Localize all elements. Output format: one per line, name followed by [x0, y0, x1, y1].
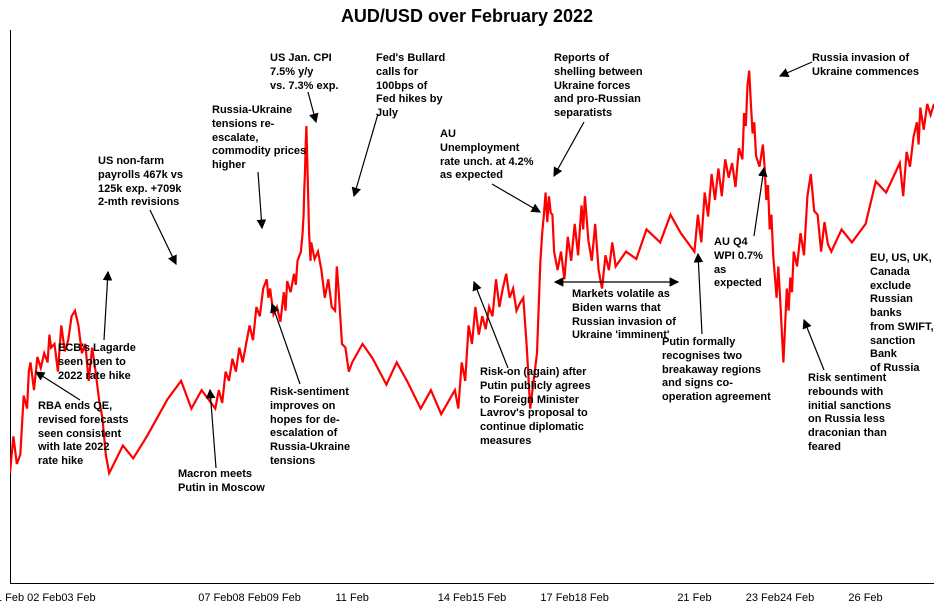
annotation-a6: Risk-sentiment improves on hopes for de-… — [270, 386, 350, 469]
annotation-a15: Russia invasion of Ukraine commences — [812, 52, 919, 80]
price-line-svg — [10, 30, 934, 584]
annotation-a13: Putin formally recognises two breakaway … — [662, 336, 771, 405]
annotation-a4: Macron meets Putin in Moscow — [178, 468, 265, 496]
x-tick: 15 Feb — [472, 592, 506, 604]
annotation-a14: AU Q4 WPI 0.7% as expected — [714, 236, 763, 291]
x-tick: 24 Feb — [780, 592, 814, 604]
x-tick: 07 Feb — [198, 592, 232, 604]
annotation-a5: Russia-Ukraine tensions re- escalate, co… — [212, 104, 306, 173]
annotation-a8: Fed's Bullard calls for 100bps of Fed hi… — [376, 52, 445, 121]
plot-area — [10, 30, 934, 584]
x-tick: 11 Feb — [336, 592, 369, 604]
x-tick: 14 Feb — [438, 592, 472, 604]
x-tick: 03 Feb — [61, 592, 95, 604]
annotation-a16: EU, US, UK, Canada exclude Russian banks… — [870, 252, 934, 376]
x-tick: 23 Feb — [746, 592, 780, 604]
x-tick: 02 Feb — [27, 592, 61, 604]
x-tick: 08 Feb — [232, 592, 266, 604]
chart-title: AUD/USD over February 2022 — [0, 6, 934, 27]
annotation-a2: ECB's Lagarde seen open to 2022 rate hik… — [58, 342, 136, 383]
annotation-a7: US Jan. CPI 7.5% y/y vs. 7.3% exp. — [270, 52, 339, 93]
annotation-a10: Risk-on (again) after Putin publicly agr… — [480, 366, 591, 449]
x-tick: 09 Feb — [267, 592, 301, 604]
annotation-a12: Markets volatile as Biden warns that Rus… — [572, 288, 676, 343]
annotation-a11: Reports of shelling between Ukraine forc… — [554, 52, 643, 121]
annotation-a1: RBA ends QE, revised forecasts seen cons… — [38, 400, 129, 469]
annotation-a3: US non-farm payrolls 467k vs 125k exp. +… — [98, 155, 183, 210]
x-tick: 18 Feb — [575, 592, 609, 604]
x-tick: 1 Feb — [0, 592, 24, 604]
x-tick: 26 Feb — [848, 592, 882, 604]
x-tick: 17 Feb — [540, 592, 574, 604]
x-axis: 1 Feb02 Feb03 Feb07 Feb08 Feb09 Feb11 Fe… — [10, 584, 934, 608]
annotation-a17: Risk sentiment rebounds with initial san… — [808, 372, 891, 455]
x-tick: 21 Feb — [677, 592, 711, 604]
annotation-a9: AU Unemployment rate unch. at 4.2% as ex… — [440, 128, 534, 183]
